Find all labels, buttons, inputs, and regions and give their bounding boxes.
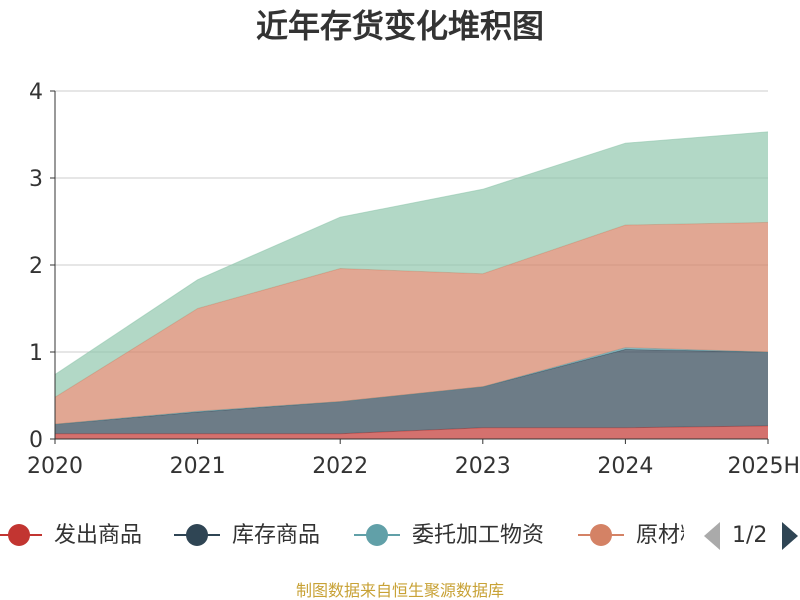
axes: 0 1 2 3 4 2020 2021 2022 2023 2024 2025H xyxy=(27,80,800,479)
y-tick-label-3: 3 xyxy=(29,167,43,192)
y-tick-label-0: 0 xyxy=(29,428,43,453)
legend-dot-icon-0 xyxy=(8,524,30,546)
legend-item-2[interactable]: 委托加工物资 xyxy=(354,523,544,548)
y-tick-label-1: 1 xyxy=(29,341,43,366)
data-source-note: 制图数据来自恒生聚源数据库 xyxy=(296,581,504,600)
legend-label-2: 委托加工物资 xyxy=(412,523,544,548)
series-area-0 xyxy=(55,425,768,439)
legend-dot-icon-3 xyxy=(590,524,612,546)
legend-dot-icon-2 xyxy=(366,524,388,546)
legend-label-1: 库存商品 xyxy=(232,523,320,548)
x-tick-label-4: 2024 xyxy=(597,454,653,479)
x-tick-label-1: 2021 xyxy=(170,454,226,479)
legend-pager: 1/2 xyxy=(704,522,798,550)
legend-prev-arrow-icon[interactable] xyxy=(704,522,720,550)
y-tick-label-4: 4 xyxy=(29,80,43,105)
legend-page-indicator: 1/2 xyxy=(732,523,767,548)
x-tick-label-3: 2023 xyxy=(455,454,511,479)
legend-item-0[interactable]: 发出商品 xyxy=(0,523,142,548)
legend-label-0: 发出商品 xyxy=(54,523,142,548)
legend-label-3: 原材料 xyxy=(636,523,702,548)
x-tick-label-0: 2020 xyxy=(27,454,83,479)
legend-next-arrow-icon[interactable] xyxy=(782,522,798,550)
chart-title: 近年存货变化堆积图 xyxy=(256,7,544,45)
series-area-3 xyxy=(55,222,768,425)
series-line-4 xyxy=(54,131,769,376)
plot-areas xyxy=(54,131,769,439)
legend-dot-icon-1 xyxy=(186,524,208,546)
legend-item-3[interactable]: 原材料 xyxy=(578,523,702,548)
series-area-4 xyxy=(55,131,768,398)
y-tick-label-2: 2 xyxy=(29,254,43,279)
legend: 发出商品库存商品委托加工物资原材料在产品 xyxy=(0,523,702,548)
x-tick-label-5: 2025H xyxy=(727,454,800,479)
legend-item-1[interactable]: 库存商品 xyxy=(174,523,320,548)
series-area-1 xyxy=(55,349,768,434)
x-tick-label-2: 2022 xyxy=(312,454,368,479)
